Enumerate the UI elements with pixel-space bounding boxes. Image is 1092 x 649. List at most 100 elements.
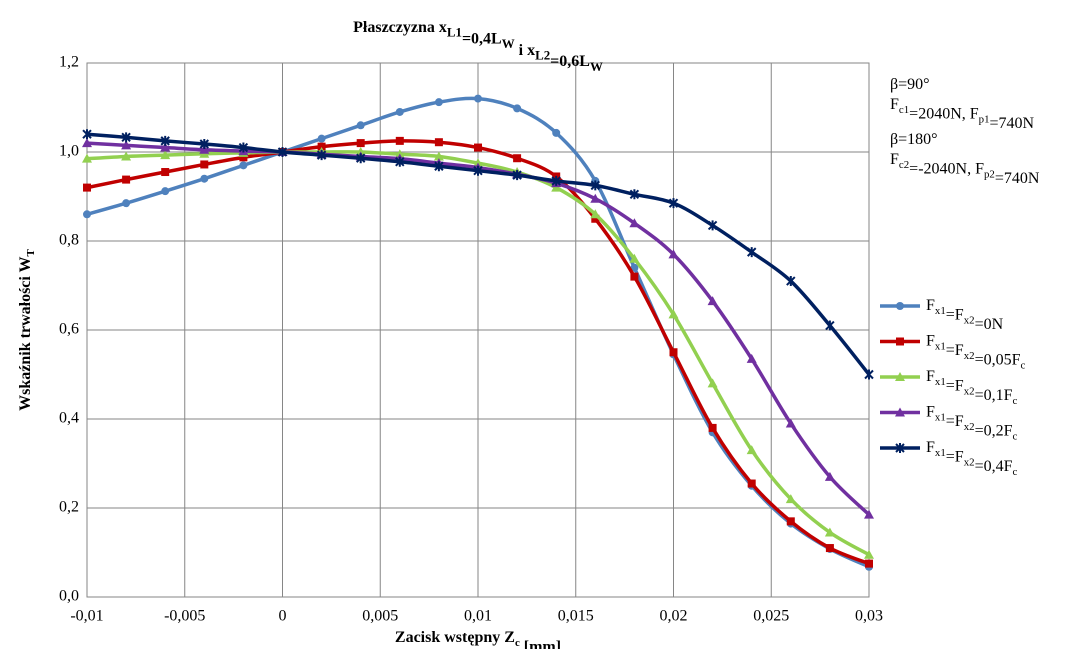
text-part: x1 [935,446,946,458]
text-part: x2 [964,456,975,468]
text-part: x1 [935,304,946,316]
marker [668,309,679,319]
marker [434,138,443,147]
text-part: =F [946,306,964,323]
x-tick-label: 0 [279,608,287,625]
text-part: W [590,59,603,74]
marker [199,144,210,154]
series [82,129,874,380]
marker [121,151,132,161]
marker [317,134,326,143]
text-part: c2 [899,158,909,170]
text-part: =0,4F [975,458,1013,475]
text-part: =0,1F [975,387,1013,404]
text-part: L2 [535,47,550,62]
marker [668,198,679,209]
marker [161,187,170,196]
marker [786,517,795,526]
marker [356,139,365,148]
chart-title: Płaszczyzna xL1=0,4LW i xL2=0,6LW [353,19,603,74]
legend-label: Fx1=Fx2=0,4Fc [926,439,1018,478]
marker [277,147,288,157]
marker [630,263,639,272]
text-part: =740N [995,170,1040,187]
marker [82,129,92,140]
text-part: Płaszczyzna x [353,19,447,36]
marker [474,94,482,103]
text-part: F [890,151,899,168]
marker [668,249,679,259]
marker [122,175,131,184]
y-tick-label: 0,8 [59,232,79,249]
marker [513,154,522,163]
text-part: c [515,636,520,648]
marker [82,138,92,148]
x-tick-label: -0,01 [70,608,103,625]
y-tick-label: 1,0 [59,143,79,160]
legend-marker [896,302,904,310]
legend-label: Fx1=Fx2=0,1Fc [926,368,1018,407]
text-part: F [926,368,935,385]
x-tick-label: 0,015 [558,608,594,625]
text-part: x2 [964,314,975,326]
marker [825,320,835,331]
x-axis-title: Zacisk wstępny Zc [mm] [395,629,561,649]
annotation: Fc2=-2040N, Fp2=740N [890,151,1040,187]
marker [707,296,718,306]
legend-marker [896,337,904,346]
marker [864,509,874,519]
marker [239,153,248,162]
marker [590,180,601,191]
text-part: =-2040N, F [909,160,984,177]
x-tick-label: -0,005 [164,608,205,625]
text-part: =0N [975,316,1004,333]
marker [786,276,796,287]
marker [513,104,522,113]
marker [239,161,248,170]
marker [785,494,796,504]
text-part: Wskaźnik trwałości W [17,256,34,410]
marker [551,175,561,186]
text-part: W [502,36,515,51]
text-part: x2 [964,349,975,361]
line [86,139,870,566]
text-part: =0,4L [462,30,502,47]
text-part: F [926,403,935,420]
y-tick-label: 0,4 [59,410,79,427]
marker [746,445,757,455]
text-part: F [926,332,935,349]
marker [434,98,443,107]
marker [707,220,718,231]
text-part: c1 [899,103,909,115]
marker [746,353,757,363]
text-part: F [926,297,935,314]
text-part: x2 [964,420,975,432]
marker [746,247,757,258]
text-part: T [24,248,36,256]
text-part: L1 [447,25,462,40]
marker [160,135,170,146]
legend-label: Fx1=Fx2=0N [926,297,1004,333]
marker [199,138,210,149]
text-part: p2 [984,168,995,180]
marker [590,209,601,219]
annotation: Fc1=2040N, Fp1=740N [890,96,1035,132]
text-part: =F [946,377,964,394]
x-tick-label: 0,025 [753,608,789,625]
marker [83,183,91,192]
text-part: i x [515,41,535,58]
marker [552,128,561,137]
marker [355,153,366,164]
marker [669,348,678,357]
text-part: c [1021,359,1026,371]
x-tick-label: 0,01 [464,608,492,625]
legend-label: Fx1=Fx2=0,05Fc [926,332,1026,371]
marker [317,142,326,151]
marker [824,471,835,481]
text-part: =2040N, F [909,105,979,122]
marker [82,153,92,163]
text-part: β=90° [890,76,930,93]
marker [708,423,717,432]
marker [785,418,796,428]
